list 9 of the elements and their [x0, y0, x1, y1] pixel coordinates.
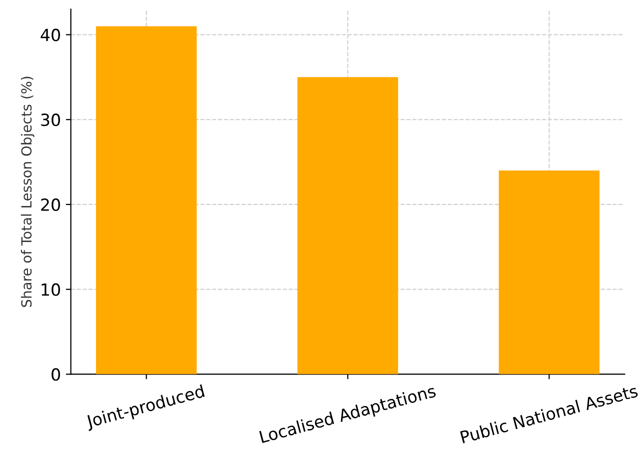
- y-tick-label: 20: [41, 198, 60, 212]
- y-tick-label: 30: [41, 114, 60, 126]
- y-tick-label: 10: [42, 283, 60, 296]
- bar: [498, 170, 600, 374]
- y-axis-title: Share of Total Lesson Objects (%): [20, 76, 34, 307]
- bar: [96, 26, 197, 374]
- y-tick-label: 0: [52, 368, 60, 381]
- y-tick-label: 40: [40, 28, 60, 42]
- bar: [297, 77, 398, 374]
